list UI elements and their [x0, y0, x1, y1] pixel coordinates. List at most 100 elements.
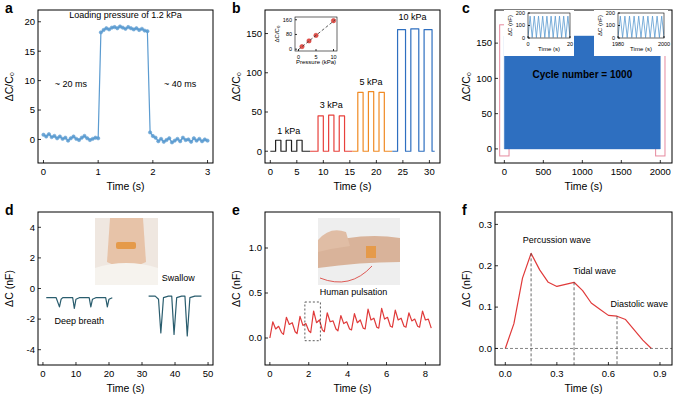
chart-panel: 012305101520Time (s)ΔC/C₀aLoading pressu…	[3, 0, 213, 192]
y-tick-label: 0	[257, 146, 262, 157]
x-tick	[270, 160, 271, 163]
x-tick	[556, 362, 557, 365]
y-tick	[265, 33, 268, 34]
annotation: 10 kPa	[398, 12, 426, 22]
plot-frame	[528, 13, 570, 38]
photo-neck-skin	[107, 218, 146, 267]
marker	[189, 140, 192, 143]
plot-frame	[265, 10, 440, 163]
marker	[64, 136, 67, 139]
x-tick-label: 0	[268, 166, 273, 177]
inset-background	[594, 10, 668, 56]
y-tick-label: 80	[286, 31, 292, 37]
x-tick-label: 1980	[612, 41, 624, 47]
x-axis-label: Pressure (kPa)	[296, 59, 336, 65]
x-tick-label: 0.0	[499, 368, 512, 379]
y-tick-label: 15	[24, 46, 35, 57]
highlight-box	[305, 302, 321, 341]
chart-panel: 01020304050-4-2024Time (s)ΔC (nF)dDeep b…	[3, 202, 213, 394]
y-tick	[495, 43, 498, 44]
x-tick	[570, 36, 571, 38]
x-tick-label: 20	[104, 368, 115, 379]
plot-frame	[495, 212, 672, 365]
baseline	[495, 348, 672, 349]
data-group	[42, 25, 209, 144]
x-tick	[152, 160, 153, 163]
x-tick	[543, 160, 544, 163]
y-tick	[265, 338, 268, 339]
inset-chart: 0510080160Pressure (kPa)ΔC/C₀	[271, 14, 341, 69]
x-axis-label: Time (s)	[630, 46, 652, 52]
background	[0, 0, 685, 398]
inset-chart: 0200100200Time (s)ΔC (nF)	[504, 10, 574, 56]
y-tick-label: 150	[476, 37, 492, 48]
marker	[96, 137, 99, 140]
x-tick-label: 500	[535, 166, 551, 177]
y-tick-label: 0	[612, 35, 615, 41]
data-group	[299, 18, 336, 49]
y-tick-label: 100	[516, 22, 525, 28]
y-tick	[38, 288, 41, 289]
y-tick	[38, 257, 41, 258]
y-tick	[528, 38, 530, 39]
y-tick-label: -4	[27, 344, 35, 355]
x-tick	[621, 160, 622, 163]
x-tick-label: 0	[41, 166, 46, 177]
chart-panel: 0.00.30.60.90.00.10.20.3Time (s)ΔC (nF)f…	[460, 202, 672, 394]
plot-frame	[38, 10, 213, 163]
y-tick-label: 100	[476, 73, 492, 84]
y-tick-label: 200	[606, 10, 615, 16]
x-tick	[347, 362, 348, 365]
line	[392, 29, 434, 151]
plot-frame	[265, 212, 440, 365]
panel-label: c	[462, 0, 470, 16]
x-tick	[582, 160, 583, 163]
y-tick	[618, 13, 620, 14]
annotation: Loading pressure of 1.2 kPa	[69, 10, 182, 20]
x-tick-label: 6	[384, 368, 389, 379]
x-tick	[42, 362, 43, 365]
x-tick-label: 50	[203, 368, 214, 379]
panel-label: e	[232, 202, 240, 218]
y-tick-label: 0.0	[249, 332, 262, 343]
drop-line	[617, 316, 618, 365]
y-tick-label: 20	[24, 16, 35, 27]
x-tick	[660, 160, 661, 163]
line-connector	[43, 26, 207, 142]
x-tick	[349, 160, 350, 163]
y-axis-label: ΔC/C₀	[460, 72, 472, 101]
x-tick	[298, 49, 299, 51]
panel-label: f	[462, 202, 467, 218]
marker	[146, 29, 149, 32]
x-tick	[425, 362, 426, 365]
x-tick	[98, 160, 99, 163]
x-tick	[504, 160, 505, 163]
y-tick	[265, 248, 268, 249]
x-tick	[108, 362, 109, 365]
x-tick-label: 0	[502, 166, 507, 177]
x-tick	[308, 362, 309, 365]
chart-panel: 051015202530050100150Time (s)ΔC/C₀b1 kPa…	[230, 0, 440, 192]
x-axis-label: Time (s)	[333, 180, 371, 192]
x-tick-label: 0	[267, 368, 272, 379]
y-tick	[38, 319, 41, 320]
y-tick	[38, 110, 41, 111]
marker	[168, 137, 171, 140]
x-tick-label: 2000	[658, 41, 670, 47]
y-tick-label: 0	[522, 35, 525, 41]
y-tick-label: 100	[606, 22, 615, 28]
y-tick	[295, 49, 297, 50]
photo-frame	[318, 218, 400, 285]
y-tick-label: 100	[246, 67, 262, 78]
panel-label: b	[232, 0, 241, 16]
x-tick	[402, 160, 403, 163]
line	[310, 115, 352, 151]
data-group	[46, 296, 201, 336]
chart-panel: 0500100015002000050100150Time (s)ΔC/C₀cC…	[460, 0, 672, 192]
annotation: 3 kPa	[320, 100, 343, 110]
y-tick	[495, 265, 498, 266]
line	[528, 16, 570, 37]
line	[299, 20, 336, 50]
y-tick	[38, 227, 41, 228]
annotation: Diastolic wave	[611, 299, 669, 309]
